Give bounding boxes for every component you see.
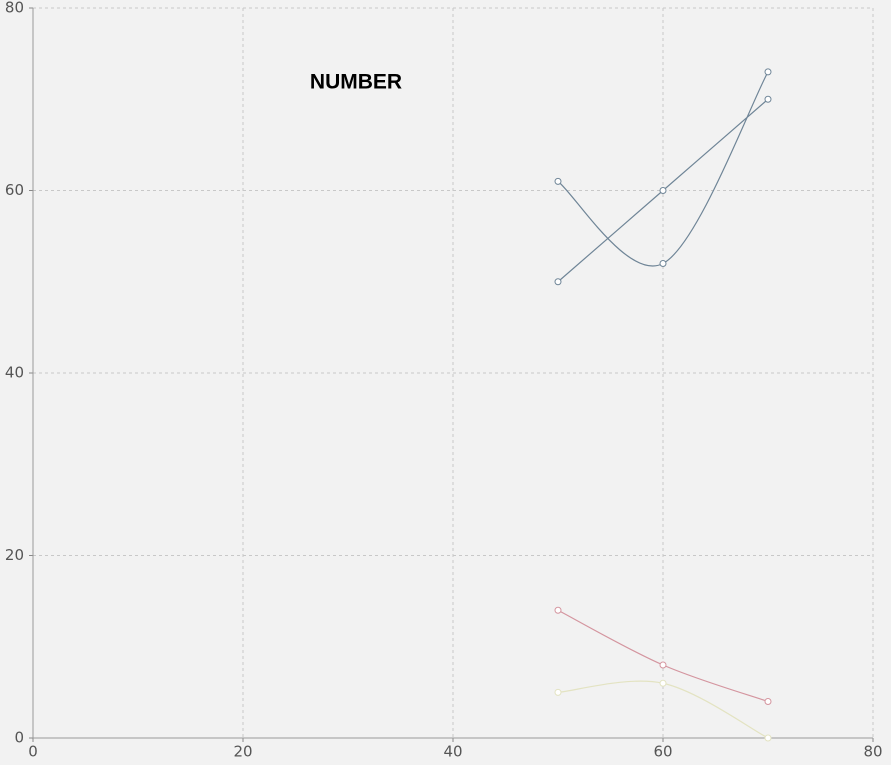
point [554,278,562,286]
point [764,68,772,76]
y-tick-label: 40 [5,364,24,382]
chart-title: NUMBER [310,71,402,94]
point [554,688,562,696]
y-tick-label: 20 [5,546,24,564]
x-tick-label: 60 [653,743,672,761]
y-tick-label: 80 [5,0,24,17]
point [764,698,772,705]
point [554,606,562,614]
point [659,679,667,687]
point [659,260,667,267]
x-tick-label: 20 [233,743,252,761]
point [554,177,562,185]
x-tick-label: 40 [443,743,462,761]
point [659,661,667,669]
point [764,734,772,742]
x-tick-label: 0 [28,743,38,761]
y-tick-label: 0 [14,729,24,747]
y-tick-label: 60 [5,181,24,199]
x-tick-label: 80 [863,743,882,761]
point [764,95,772,103]
series-line [557,71,769,267]
point [659,187,667,194]
